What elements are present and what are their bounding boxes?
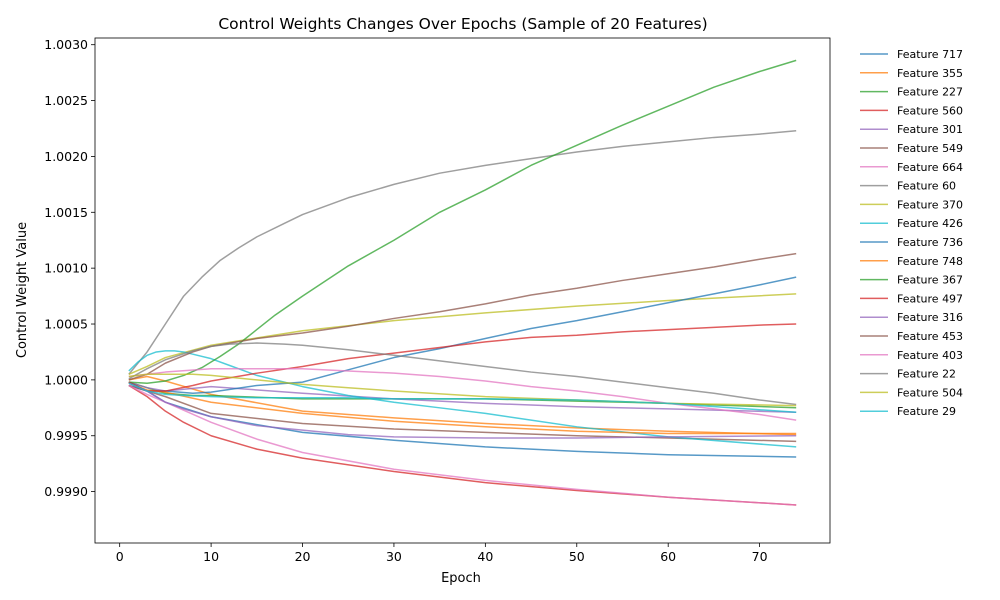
y-tick-label-1: 0.9995 xyxy=(44,428,88,443)
series-line-15 xyxy=(128,252,797,381)
y-tick-label-3: 1.0005 xyxy=(44,317,88,332)
x-tick-label-2: 20 xyxy=(295,549,311,564)
y-axis-label: Control Weight Value xyxy=(15,222,30,358)
legend-label-2: Feature 227 xyxy=(897,86,963,99)
legend-label-13: Feature 497 xyxy=(897,292,963,305)
legend-label-1: Feature 355 xyxy=(897,67,963,80)
legend-label-16: Feature 403 xyxy=(897,349,963,362)
plot-area xyxy=(128,59,797,506)
x-tick-label-3: 30 xyxy=(386,549,402,564)
x-axis-label: Epoch xyxy=(441,571,481,586)
legend-label-19: Feature 29 xyxy=(897,405,956,418)
legend-label-12: Feature 367 xyxy=(897,274,963,287)
series-line-1 xyxy=(128,375,797,436)
y-tick-label-4: 1.0010 xyxy=(44,261,88,276)
x-tick-label-1: 10 xyxy=(203,549,219,564)
legend-label-17: Feature 22 xyxy=(897,368,956,381)
y-axis: 0.9990 0.9995 1.0000 1.0005 1.0010 1.0015 1.00… xyxy=(44,37,95,499)
series-line-6 xyxy=(128,384,797,506)
legend: Feature 717 Feature 355 Feature 227 Feature… xyxy=(860,48,963,418)
series-line-17 xyxy=(128,342,797,406)
y-tick-label-5: 1.0015 xyxy=(44,205,88,220)
y-tick-label-0: 0.9990 xyxy=(44,484,88,499)
x-axis: 0 10 20 30 40 50 60 70 xyxy=(116,543,768,564)
legend-label-4: Feature 301 xyxy=(897,123,963,136)
series-line-19 xyxy=(128,382,797,414)
legend-label-14: Feature 316 xyxy=(897,311,963,324)
legend-label-18: Feature 504 xyxy=(897,386,963,399)
legend-label-9: Feature 426 xyxy=(897,217,963,230)
y-tick-label-8: 1.0030 xyxy=(44,37,88,52)
series-line-3 xyxy=(128,384,797,506)
series-line-9 xyxy=(128,350,797,448)
y-tick-label-7: 1.0025 xyxy=(44,93,88,108)
legend-label-7: Feature 60 xyxy=(897,180,956,193)
legend-label-6: Feature 664 xyxy=(897,161,963,174)
legend-label-11: Feature 748 xyxy=(897,255,963,268)
x-tick-label-5: 50 xyxy=(569,549,585,564)
y-tick-label-6: 1.0020 xyxy=(44,149,88,164)
legend-label-3: Feature 560 xyxy=(897,104,963,117)
x-tick-label-6: 60 xyxy=(660,549,676,564)
legend-label-10: Feature 736 xyxy=(897,236,963,249)
legend-label-0: Feature 717 xyxy=(897,48,963,61)
series-line-13 xyxy=(128,323,797,392)
legend-label-8: Feature 370 xyxy=(897,198,963,211)
y-tick-label-2: 1.0000 xyxy=(44,372,88,387)
series-line-7 xyxy=(128,129,797,375)
x-tick-label-0: 0 xyxy=(116,549,124,564)
legend-label-15: Feature 453 xyxy=(897,330,963,343)
series-line-16 xyxy=(128,367,797,421)
series-line-8 xyxy=(128,293,797,375)
legend-label-5: Feature 549 xyxy=(897,142,963,155)
series-line-14 xyxy=(128,382,797,439)
series-line-10 xyxy=(128,276,797,395)
plot-frame xyxy=(94,37,831,544)
x-tick-label-7: 70 xyxy=(752,549,768,564)
x-tick-label-4: 40 xyxy=(477,549,493,564)
series-line-12 xyxy=(128,59,797,384)
chart-title: Control Weights Changes Over Epochs (Sam… xyxy=(218,15,707,33)
